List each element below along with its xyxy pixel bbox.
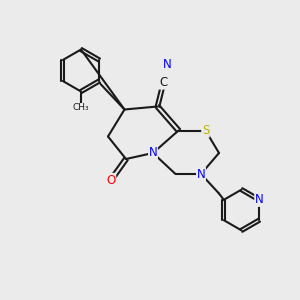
Text: N: N [196, 167, 206, 181]
Text: N: N [148, 146, 158, 160]
Text: S: S [202, 124, 209, 137]
Text: O: O [106, 173, 116, 187]
Text: N: N [163, 58, 172, 71]
Text: N: N [255, 193, 263, 206]
Text: CH₃: CH₃ [73, 103, 89, 112]
Text: C: C [159, 76, 168, 89]
